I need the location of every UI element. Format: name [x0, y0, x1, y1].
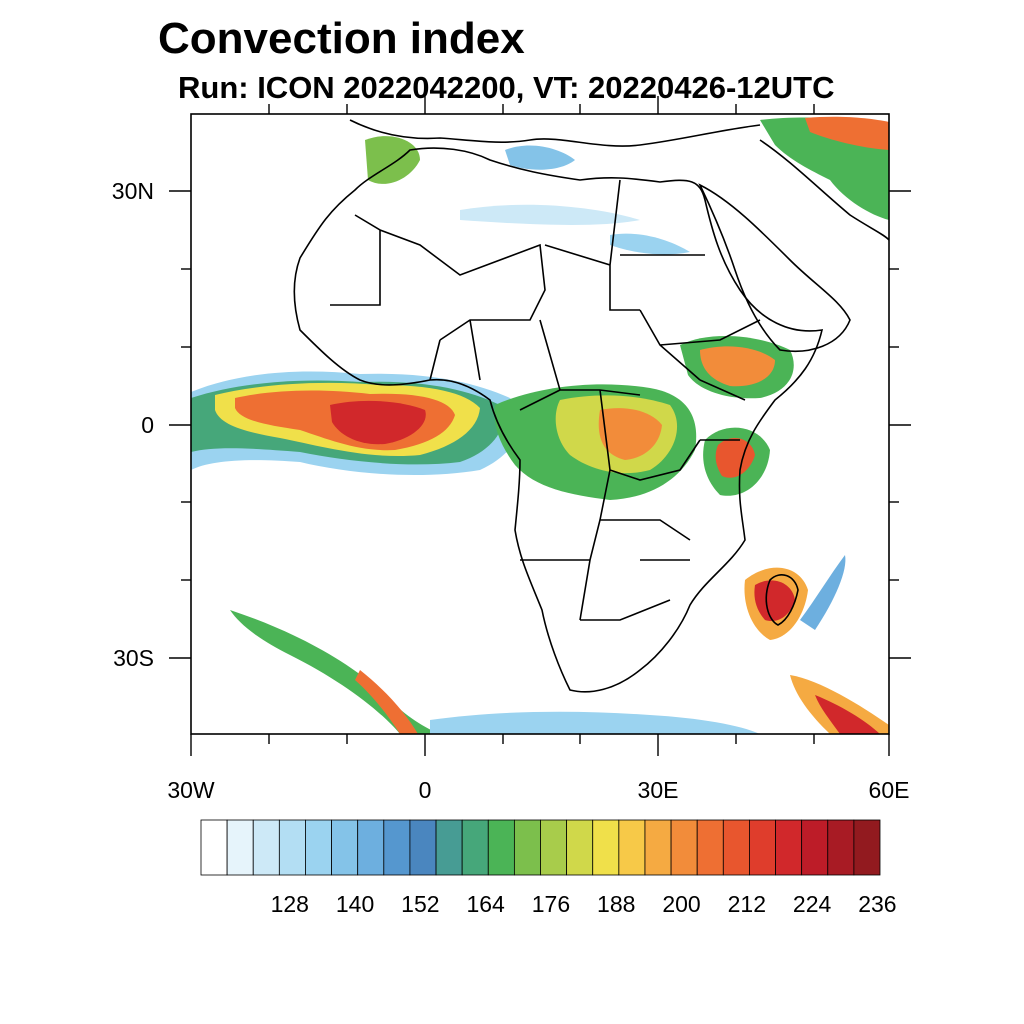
colorbar-swatch: [749, 819, 776, 876]
colorbar-swatch: [383, 819, 411, 876]
colorbar-label: 224: [793, 891, 832, 917]
lat-tick-label-30n: 30N: [112, 178, 154, 204]
convection-south-band: [430, 711, 760, 734]
convection-madagascar-tail: [800, 555, 846, 630]
iran-coastline: [759, 139, 889, 241]
colorbar-label: 152: [401, 891, 439, 917]
colorbar-label: 188: [597, 891, 635, 917]
convection-libya: [505, 145, 575, 170]
map-frame: [190, 113, 890, 735]
convection-south-front-hot: [355, 670, 418, 734]
colorbar-swatch: [801, 819, 829, 876]
colorbar-labels: 128 140 152 164 176 188 200 212 224 236: [271, 891, 897, 917]
colorbar-swatch: [200, 819, 228, 876]
lon-ticks-top: [268, 96, 815, 114]
convection-egypt-streak: [610, 233, 690, 255]
colorbar-swatch: [513, 819, 541, 876]
colorbar-label: 164: [466, 891, 505, 917]
colorbar-swatch: [722, 819, 750, 876]
colorbar-label: 140: [336, 891, 374, 917]
colorbar-swatch: [618, 819, 646, 876]
lon-ticks: [190, 734, 890, 756]
convection-field: [191, 116, 889, 734]
lon-tick-label-30e: 30E: [638, 777, 679, 803]
colorbar-label: 128: [271, 891, 309, 917]
colorbar: [200, 819, 881, 876]
colorbar-swatch: [226, 819, 254, 876]
convection-congo-hot: [598, 408, 662, 460]
colorbar-swatch: [331, 819, 359, 876]
colorbar-swatch: [853, 819, 881, 876]
convection-iran-hot: [805, 116, 889, 150]
lon-tick-label-30w: 30W: [167, 777, 215, 803]
colorbar-swatch: [278, 819, 306, 876]
convection-horn-hot: [700, 346, 775, 387]
colorbar-swatch: [252, 819, 280, 876]
colorbar-swatch: [775, 819, 803, 876]
madagascar-coastline: [765, 574, 799, 626]
colorbar-swatch: [592, 819, 620, 876]
colorbar-swatch: [435, 819, 463, 876]
colorbar-label: 176: [532, 891, 570, 917]
colorbar-label: 236: [858, 891, 896, 917]
colorbar-swatch: [461, 819, 489, 876]
colorbar-swatch: [670, 819, 698, 876]
colorbar-swatch: [487, 819, 515, 876]
convection-sahara-streak: [460, 204, 640, 225]
colorbar-label: 200: [662, 891, 700, 917]
lat-tick-label-30s: 30S: [113, 645, 154, 671]
colorbar-swatch: [305, 819, 332, 876]
lon-tick-label-60e: 60E: [869, 777, 910, 803]
arabia-coastline: [698, 183, 851, 352]
colorbar-swatch: [409, 819, 437, 876]
convection-se-indian-hot: [815, 695, 880, 734]
colorbar-swatch: [696, 819, 724, 876]
lat-ticks: [169, 190, 911, 659]
convection-madagascar-hot: [754, 580, 795, 622]
colorbar-swatch: [357, 819, 385, 876]
map-subtitle: Run: ICON 2022042200, VT: 20220426-12UTC: [178, 70, 835, 105]
colorbar-swatch: [827, 819, 855, 876]
europe-coastline: [349, 119, 761, 147]
colorbar-swatch: [644, 819, 672, 876]
colorbar-label: 212: [728, 891, 766, 917]
lon-tick-label-0: 0: [419, 777, 432, 803]
map-title: Convection index: [158, 14, 525, 63]
colorbar-swatch: [540, 819, 568, 876]
border-lines: [330, 179, 761, 621]
convection-se-indian: [790, 675, 889, 734]
africa-coastline: [293, 147, 824, 693]
lat-tick-label-0: 0: [141, 412, 154, 438]
convection-band-atlantic-max: [330, 400, 426, 445]
coastlines: [293, 119, 889, 693]
colorbar-swatch: [566, 819, 594, 876]
